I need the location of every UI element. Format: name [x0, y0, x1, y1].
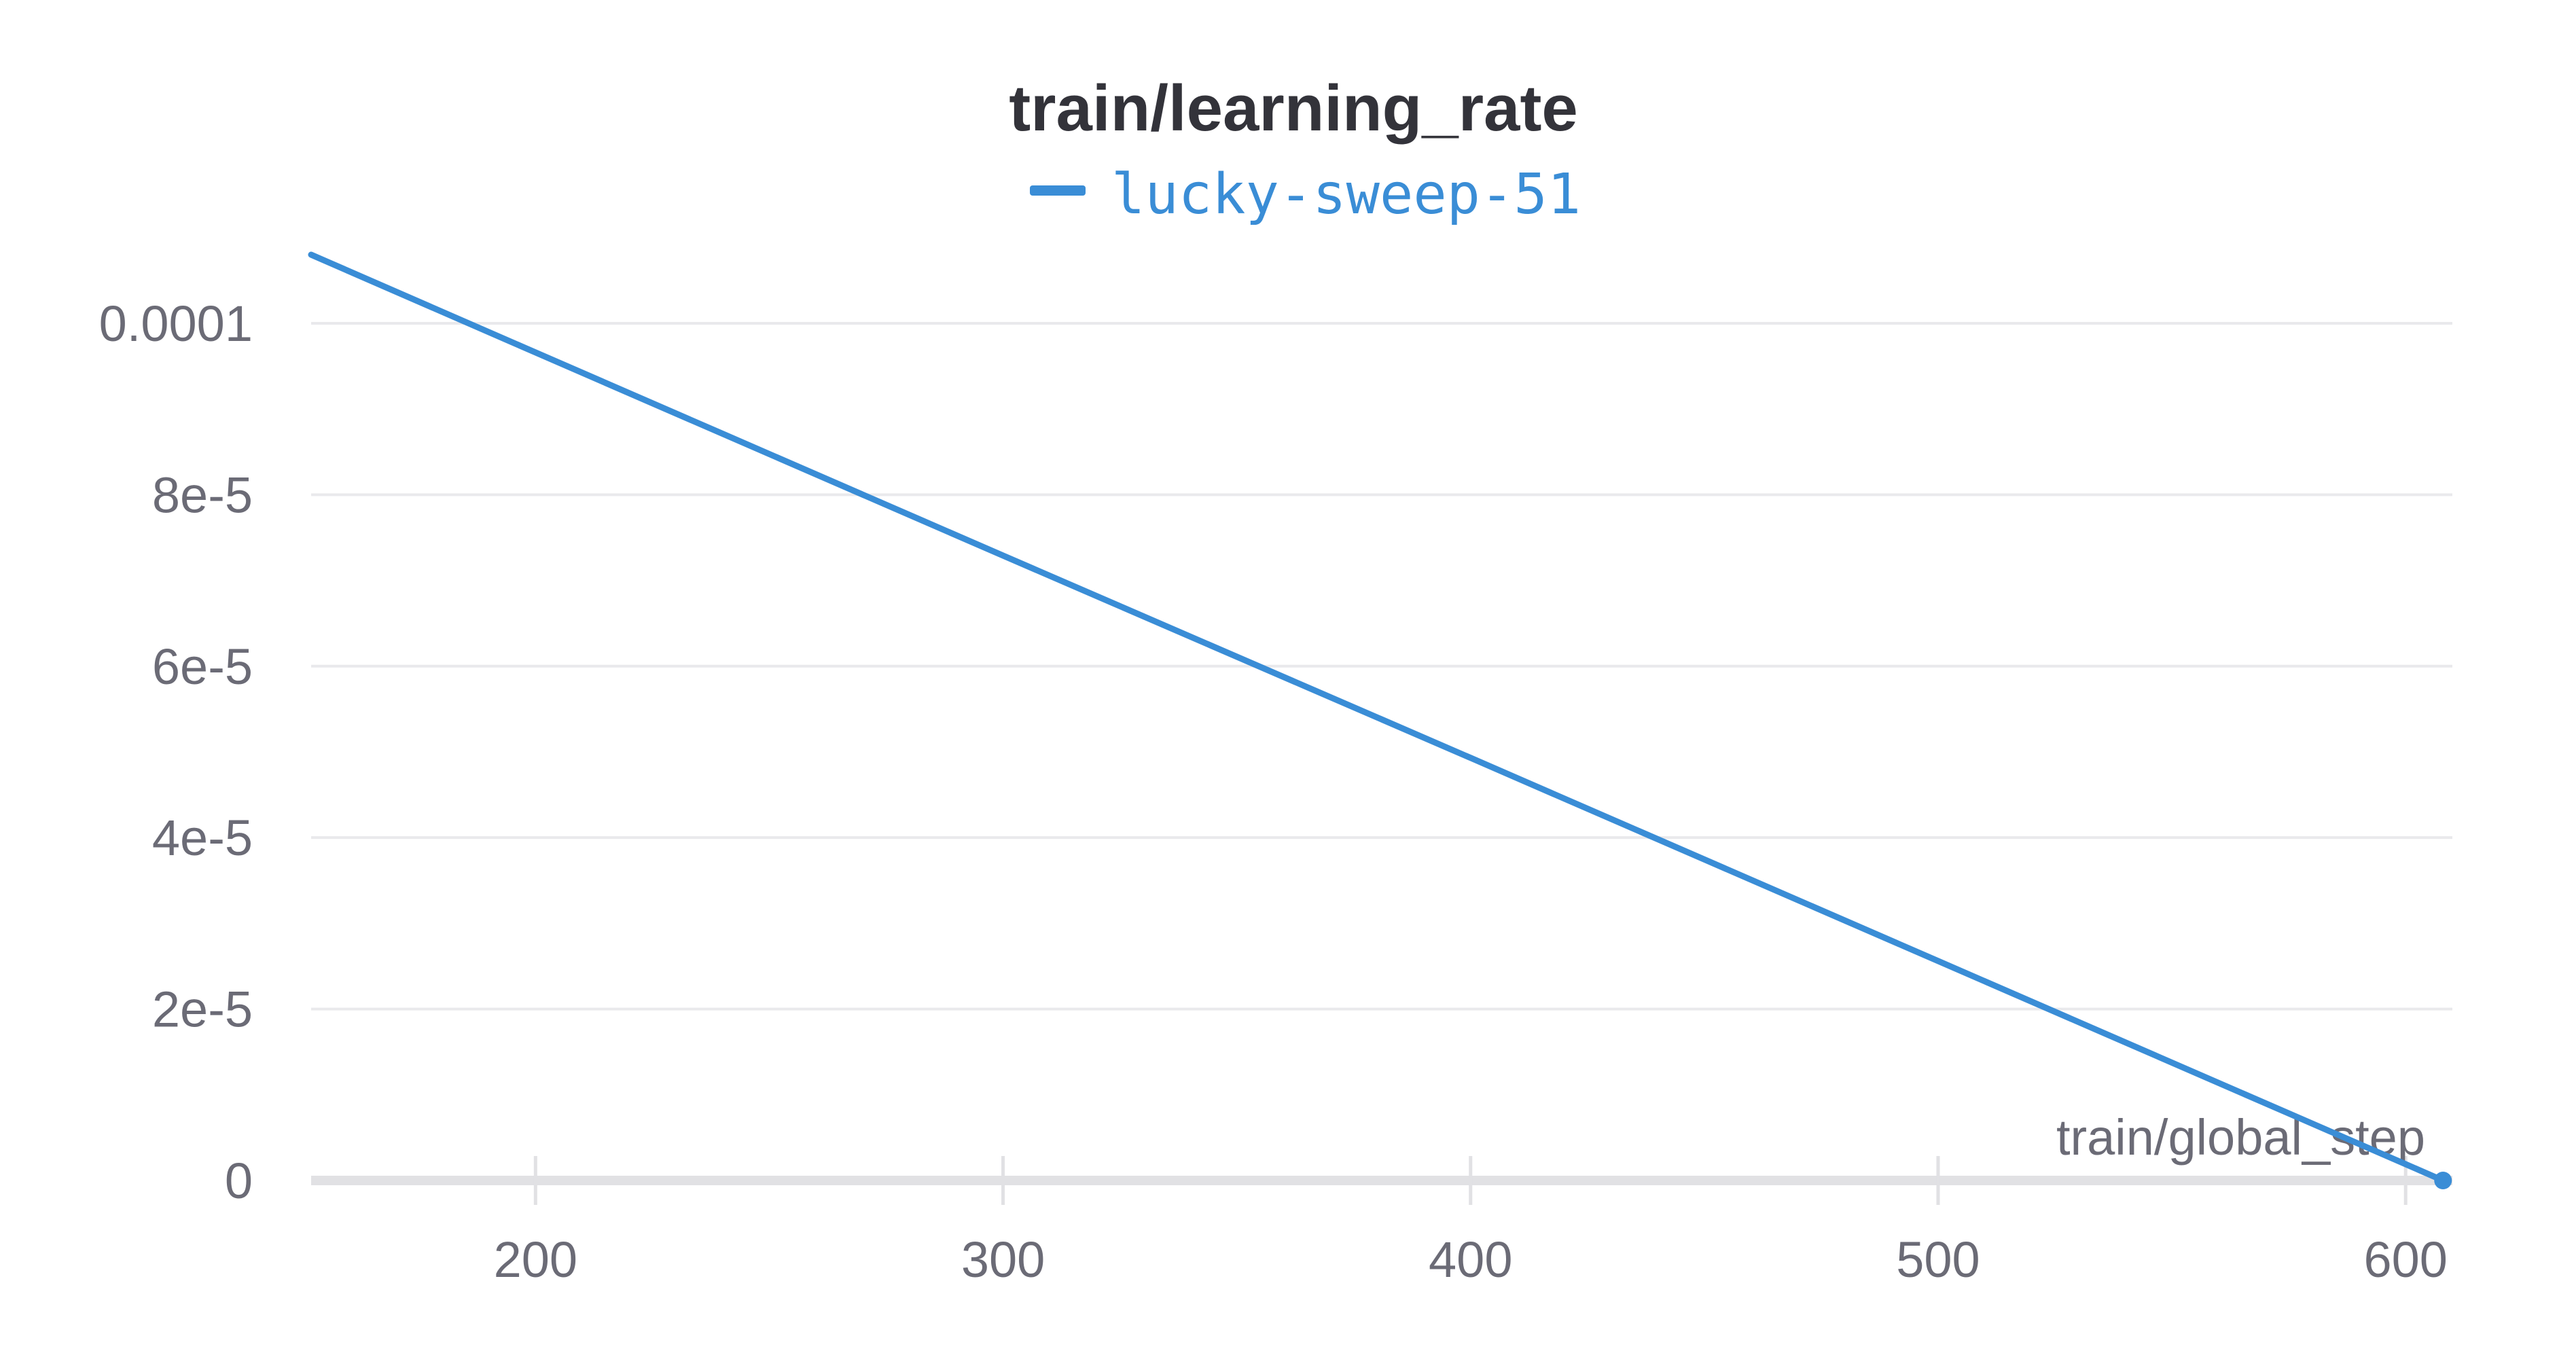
y-axis-tick-labels: 0 2e-5 4e-5 6e-5 8e-5 0.0001 [99, 295, 253, 1209]
x-axis-title: train/global_step [2056, 1109, 2425, 1166]
legend: lucky-sweep-51 [1030, 162, 1581, 227]
y-tick-label: 8e-5 [152, 467, 253, 523]
x-tick-label: 500 [1896, 1231, 1980, 1288]
chart-title: train/learning_rate [1009, 72, 1578, 145]
y-tick-label: 2e-5 [152, 981, 253, 1038]
x-axis-tick-labels: 200 300 400 500 600 [494, 1231, 2448, 1288]
x-tick-label: 600 [2363, 1231, 2447, 1288]
series-line-lucky-sweep-51 [308, 251, 2446, 1184]
y-tick-label: 4e-5 [152, 810, 253, 866]
y-tick-label: 0 [225, 1153, 253, 1209]
x-tick-label: 200 [494, 1231, 577, 1288]
series-endpoint-lucky-sweep-51 [2434, 1172, 2452, 1189]
y-tick-label: 0.0001 [99, 295, 253, 352]
legend-swatch [1030, 185, 1086, 196]
legend-label: lucky-sweep-51 [1111, 162, 1581, 227]
x-tick-label: 300 [961, 1231, 1045, 1288]
y-tick-label: 6e-5 [152, 638, 253, 695]
series-layer [308, 251, 2452, 1189]
gridlines [311, 321, 2452, 1011]
x-tick-label: 400 [1429, 1231, 1512, 1288]
